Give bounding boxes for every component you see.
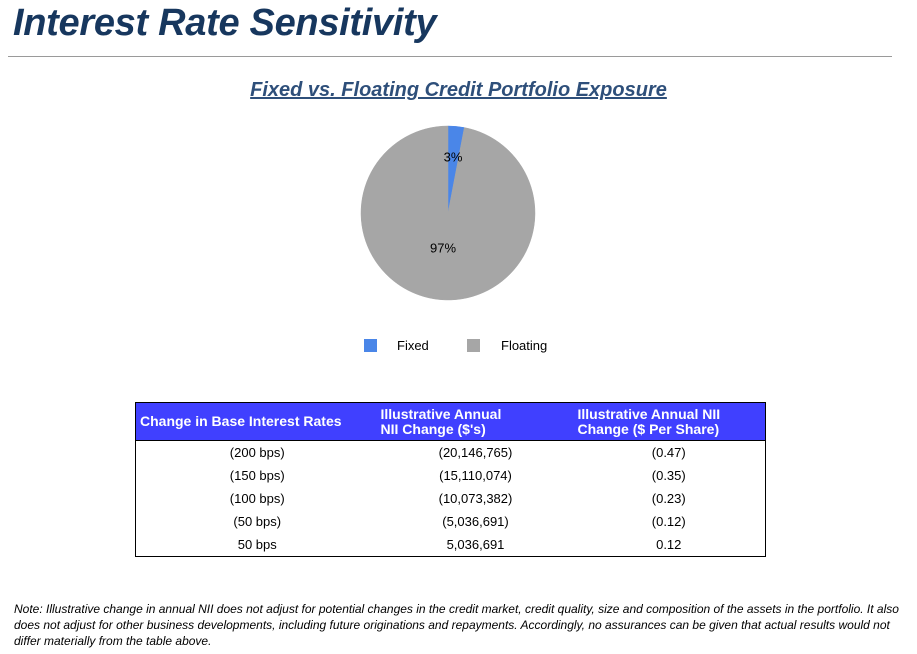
nii-dollars-cell: (10,073,382) — [438, 491, 513, 506]
nii-per-share-cell: (0.47) — [651, 445, 686, 460]
table-row: (150 bps) (15,110,074) (0.35) — [136, 464, 766, 487]
nii-per-share-cell: (0.35) — [651, 468, 686, 483]
nii-per-share-cell: 0.12 — [656, 537, 682, 552]
nii-dollars-cell: (20,146,765) — [438, 445, 513, 460]
table-row: (50 bps) (5,036,691) (0.12) — [136, 510, 766, 533]
chart-title: Fixed vs. Floating Credit Portfolio Expo… — [250, 79, 667, 101]
legend-label-floating: Floating — [501, 338, 548, 353]
rate-change-cell: (50 bps) — [233, 514, 282, 529]
legend-swatch-fixed — [364, 339, 377, 352]
pie-label-floating: 97% — [430, 240, 456, 255]
page-title: Interest Rate Sensitivity — [13, 2, 437, 44]
nii-sensitivity-table: Change in Base Interest Rates Illustrati… — [135, 402, 766, 557]
header-nii-change-per-share: Illustrative Annual NII Change ($ Per Sha… — [572, 402, 766, 441]
nii-dollars-cell: 5,036,691 — [446, 537, 505, 552]
footnote: Note: Illustrative change in annual NII … — [14, 602, 899, 648]
header-nii-change-dollars: Illustrative Annual NII Change ($'s) — [378, 402, 573, 441]
title-divider — [8, 56, 892, 57]
legend-label-fixed: Fixed — [397, 338, 429, 353]
table-row: (100 bps) (10,073,382) (0.23) — [136, 487, 766, 510]
nii-dollars-cell: (5,036,691) — [442, 514, 509, 529]
rate-change-cell: (150 bps) — [229, 468, 285, 483]
rate-change-cell: (200 bps) — [229, 445, 285, 460]
pie-chart: 3% 97% — [360, 125, 536, 301]
table-header-row: Change in Base Interest Rates Illustrati… — [135, 402, 766, 441]
nii-per-share-cell: (0.23) — [651, 491, 686, 506]
nii-dollars-cell: (15,110,074) — [439, 468, 512, 483]
table-row: (200 bps) (20,146,765) (0.47) — [136, 441, 766, 465]
table-row: 50 bps 5,036,691 0.12 — [136, 533, 766, 557]
rate-change-cell: (100 bps) — [229, 491, 285, 506]
pie-label-fixed: 3% — [444, 149, 463, 164]
header-rate-change: Change in Base Interest Rates — [135, 402, 379, 441]
rate-change-cell: 50 bps — [237, 537, 277, 552]
pie-slice-floating — [360, 125, 536, 301]
nii-per-share-cell: (0.12) — [651, 514, 686, 529]
legend-swatch-floating — [467, 339, 480, 352]
